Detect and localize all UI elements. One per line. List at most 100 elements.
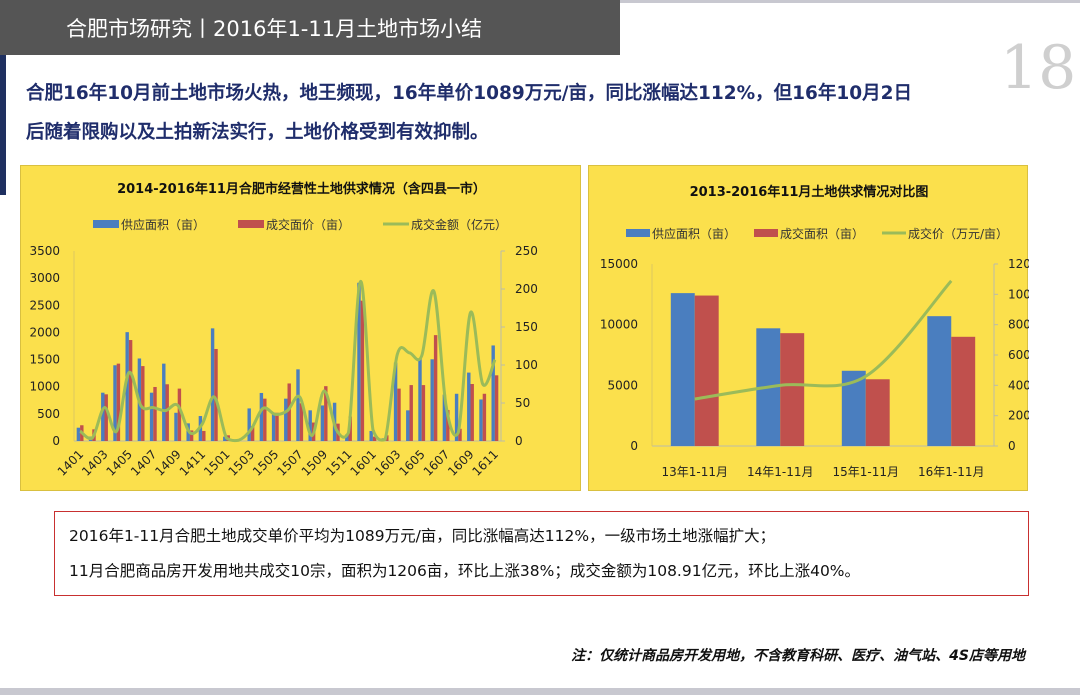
y-tick-label: 500 (37, 407, 60, 421)
supply-bar (670, 293, 695, 446)
deal-bar (324, 386, 328, 441)
y-tick-label: 3500 (29, 244, 60, 258)
x-tick-label: 1501 (201, 447, 232, 478)
legend-label: 成交面价（亩） (266, 217, 350, 232)
deal-bar (165, 384, 169, 441)
chart-title: 2013-2016年11月土地供求情况对比图 (690, 184, 929, 200)
deal-bar (104, 394, 108, 441)
supply-bar (357, 282, 361, 441)
y2-tick-label: 200 (1008, 409, 1029, 423)
deal-bar (202, 430, 206, 441)
legend-label: 供应面积（亩） (652, 226, 736, 241)
accent-bar (0, 55, 6, 195)
deal-bar (458, 428, 462, 441)
y-tick-label: 5000 (607, 378, 638, 392)
top-rule (620, 0, 1080, 3)
deal-bar (116, 363, 121, 441)
supply-bar (308, 410, 312, 441)
summary-box: 2016年1-11月合肥土地成交单价平均为1089万元/亩，同比涨幅高达112%… (54, 511, 1029, 596)
y2-tick-label: 50 (515, 396, 530, 410)
supply-bar (76, 427, 81, 441)
x-tick-label: 1609 (445, 447, 476, 478)
supply-bar (259, 392, 264, 441)
supply-bar (284, 398, 288, 441)
y-tick-label: 1000 (29, 380, 60, 394)
y2-tick-label: 1000 (1008, 287, 1029, 301)
summary-line-2: 11月合肥商品房开发用地共成交10宗，面积为1206亩，环比上涨38%；成交金额… (69, 562, 861, 580)
summary-line-1: 2016年1-11月合肥土地成交单价平均为1089万元/亩，同比涨幅高达112%… (69, 527, 776, 545)
supply-bar (149, 392, 154, 441)
lead-line-2: 后随着限购以及土拍新法实行，土地价格受到有效抑制。 (26, 122, 489, 143)
y2-tick-label: 0 (515, 434, 523, 448)
x-tick-label: 1407 (128, 447, 159, 478)
deal-bar (128, 340, 133, 441)
deal-bar (780, 333, 805, 446)
legend-label: 成交金额（亿元） (411, 217, 507, 232)
y-tick-label: 3000 (29, 271, 60, 285)
x-tick-label: 16年1-11月 (918, 465, 985, 479)
supply-bar (479, 399, 483, 441)
x-tick-label: 1611 (470, 447, 501, 478)
deal-bar (299, 403, 304, 441)
x-tick-label: 1405 (104, 447, 135, 478)
deal-bar (951, 336, 976, 446)
deal-bar (250, 426, 255, 441)
supply-bar (430, 359, 434, 441)
y2-tick-label: 100 (515, 358, 538, 372)
deal-bar (421, 385, 426, 441)
deal-bar (397, 388, 401, 441)
y2-tick-label: 400 (1008, 378, 1029, 392)
deal-bar (189, 430, 194, 441)
deal-bar (214, 348, 218, 441)
page-title: 合肥市场研究丨2016年1-11月土地市场小结 (0, 0, 620, 55)
legend-swatch (93, 220, 119, 228)
deal-bar (470, 384, 474, 441)
x-tick-label: 1503 (226, 447, 257, 478)
x-tick-label: 1607 (421, 447, 452, 478)
supply-bar (125, 332, 129, 441)
lead-text: 合肥16年10月前土地市场火热，地王频现，16年单价1089万元/亩，同比涨幅达… (26, 74, 1046, 152)
y-tick-label: 15000 (600, 257, 638, 271)
x-tick-label: 1605 (396, 447, 427, 478)
legend-label: 成交面积（亩） (780, 226, 864, 241)
legend-label: 成交价（万元/亩） (908, 226, 1008, 241)
y-tick-label: 2500 (29, 298, 60, 312)
x-tick-label: 1509 (299, 447, 330, 478)
y2-tick-label: 0 (1008, 439, 1016, 453)
lead-line-1: 合肥16年10月前土地市场火热，地王频现，16年单价1089万元/亩，同比涨幅达… (26, 83, 912, 104)
deal-bar (482, 393, 487, 441)
x-tick-label: 1401 (55, 447, 86, 478)
supply-bar (491, 345, 495, 441)
amount-line (79, 279, 497, 443)
y-tick-label: 1500 (29, 353, 60, 367)
supply-bar (271, 412, 276, 441)
supply-bar (406, 410, 410, 441)
x-tick-label: 15年1-11月 (832, 465, 899, 479)
x-tick-label: 1603 (372, 447, 403, 478)
supply-bar (296, 369, 300, 441)
bottom-rule (0, 688, 1080, 695)
y2-tick-label: 600 (1008, 348, 1029, 362)
chart-panel-monthly: 2014-2016年11月合肥市经营性土地供求情况（含四县一市） 供应面积（亩） 成… (20, 165, 581, 491)
deal-bar (153, 386, 157, 441)
supply-bar (369, 430, 373, 441)
y-tick-label: 2000 (29, 325, 60, 339)
y-tick-label: 10000 (600, 318, 638, 332)
deal-bar (275, 412, 279, 441)
deal-bar (409, 385, 413, 441)
supply-bar (174, 412, 178, 441)
chart-panel-annual: 2013-2016年11月土地供求情况对比图供应面积（亩） 成交面积（亩） 成交价（… (588, 165, 1039, 491)
monthly-land-chart: 2014-2016年11月合肥市经营性土地供求情况（含四县一市） 供应面积（亩） 成… (29, 181, 538, 479)
x-tick-label: 1505 (250, 447, 281, 478)
legend-swatch (754, 229, 778, 237)
supply-bar (113, 365, 117, 441)
x-tick-label: 14年1-11月 (747, 465, 814, 479)
deal-bar (141, 366, 145, 441)
supply-bar (927, 316, 952, 446)
x-tick-label: 1507 (274, 447, 305, 478)
x-tick-label: 1511 (323, 447, 354, 478)
y2-tick-label: 150 (515, 320, 538, 334)
legend-swatch (626, 229, 650, 237)
supply-bar (223, 436, 227, 441)
